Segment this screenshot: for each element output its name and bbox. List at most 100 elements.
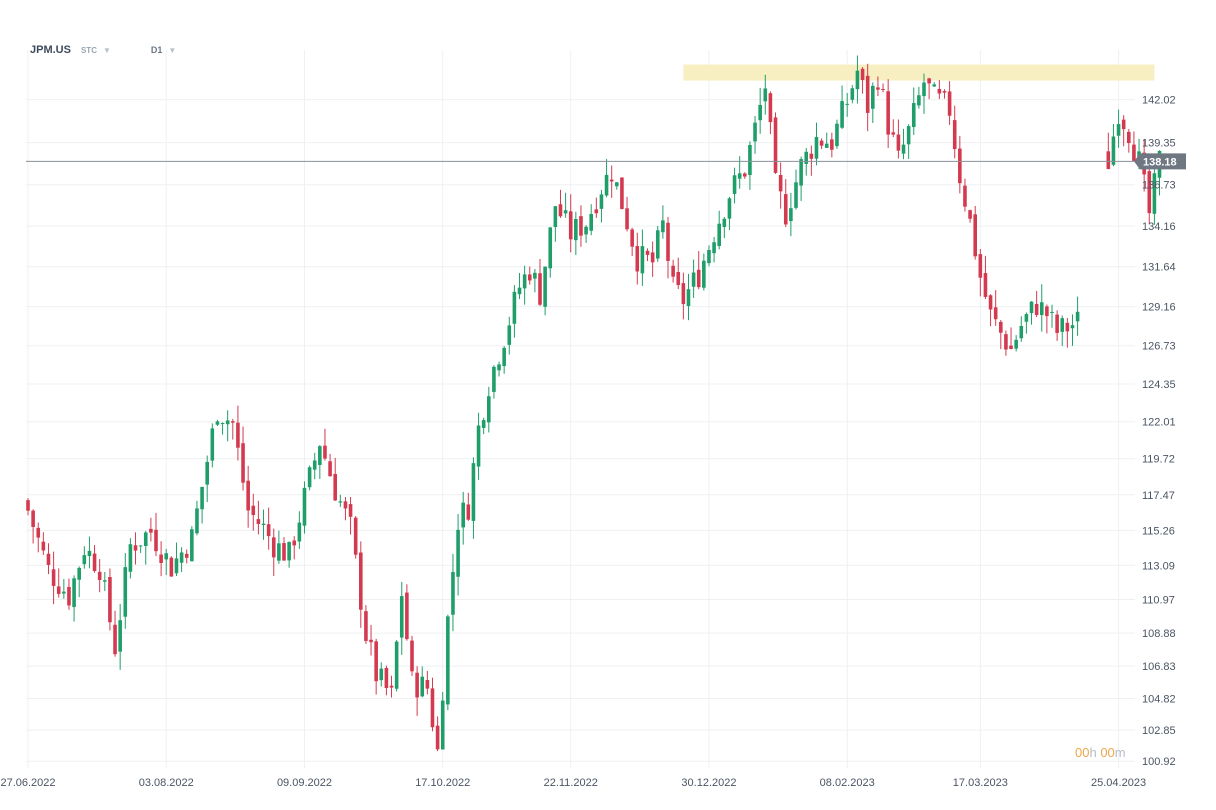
candle — [205, 455, 209, 503]
candle — [184, 549, 189, 564]
candle — [543, 266, 547, 316]
candle — [246, 465, 250, 528]
y-tick-label: 100.92 — [1142, 756, 1176, 768]
candle — [865, 63, 870, 132]
candle — [46, 543, 51, 575]
candle — [67, 578, 71, 610]
candle — [881, 83, 885, 93]
x-tick-label: 08.02.2023 — [820, 777, 875, 789]
candle — [159, 541, 163, 577]
candle — [1029, 301, 1034, 325]
candle — [251, 493, 256, 531]
candle — [123, 553, 128, 629]
candle — [548, 226, 553, 278]
candle — [179, 547, 184, 572]
candle — [645, 248, 650, 262]
candle — [855, 55, 860, 104]
candle — [379, 662, 384, 687]
candle — [650, 241, 655, 277]
candle — [830, 132, 834, 158]
candle — [850, 85, 855, 104]
candle — [584, 225, 588, 243]
candle — [824, 132, 829, 148]
candle — [835, 119, 839, 149]
candle — [507, 316, 512, 355]
candle — [36, 522, 41, 553]
candle — [1075, 296, 1080, 336]
candle — [522, 265, 527, 305]
candle — [968, 209, 972, 223]
candle — [410, 635, 414, 676]
candle — [261, 509, 266, 540]
candle — [809, 145, 814, 176]
candle — [799, 156, 803, 201]
x-tick-label: 25.04.2023 — [1091, 777, 1146, 789]
candle — [1111, 124, 1116, 167]
candle — [297, 511, 302, 549]
candle — [748, 141, 752, 190]
candle — [92, 545, 97, 573]
y-tick-label: 122.01 — [1142, 417, 1176, 429]
candle — [512, 285, 517, 338]
candle — [1050, 304, 1054, 328]
y-tick-label: 106.83 — [1142, 661, 1176, 673]
candle — [958, 135, 962, 194]
candle — [108, 568, 112, 631]
timeframe-dropdown-icon[interactable]: ▼ — [168, 45, 177, 55]
symbol-label[interactable]: JPM.US — [30, 44, 71, 56]
candle — [635, 232, 640, 285]
candle — [773, 112, 778, 174]
candle — [942, 89, 947, 99]
candle — [497, 361, 501, 377]
candle — [430, 677, 435, 732]
candle — [292, 536, 297, 560]
y-tick-label: 110.97 — [1142, 594, 1175, 606]
candle — [1045, 304, 1049, 334]
candle — [128, 538, 133, 579]
symbol-type-label[interactable]: STC — [80, 45, 97, 55]
candle — [277, 530, 281, 564]
timeframe-label[interactable]: D1 — [150, 45, 163, 55]
candle — [369, 624, 373, 656]
candle — [307, 465, 312, 491]
y-tick-label: 108.88 — [1142, 628, 1176, 640]
candle — [425, 670, 430, 695]
candle — [666, 216, 670, 279]
candle — [389, 675, 394, 698]
candle — [51, 551, 56, 605]
candle — [691, 259, 696, 298]
candle — [318, 445, 322, 479]
candle — [794, 169, 798, 210]
candle — [917, 86, 921, 109]
candle — [169, 556, 174, 577]
candle — [615, 181, 619, 190]
chart-header: JPM.US STC ▼ D1 ▼ — [30, 40, 176, 60]
candle — [353, 516, 358, 559]
candle — [133, 532, 138, 565]
candle — [466, 492, 471, 521]
candle — [538, 258, 542, 306]
candle — [215, 419, 220, 427]
candle — [435, 716, 440, 752]
candle — [712, 237, 716, 263]
y-tick-label: 124.35 — [1142, 379, 1176, 391]
candle — [993, 290, 998, 326]
candle — [563, 192, 568, 218]
candle — [302, 481, 307, 534]
candle — [415, 666, 419, 716]
candle — [620, 177, 624, 210]
candle — [1121, 115, 1126, 147]
candle — [932, 82, 937, 87]
symbol-dropdown-icon[interactable]: ▼ — [102, 45, 111, 55]
candle — [640, 229, 645, 286]
candle — [568, 194, 573, 253]
candle — [113, 610, 117, 657]
y-tick-label: 129.16 — [1142, 302, 1176, 314]
y-tick-label: 119.72 — [1142, 454, 1175, 466]
candle — [476, 412, 481, 480]
candle — [702, 253, 706, 291]
bar-countdown: 00h 00m — [1075, 745, 1126, 760]
candle — [558, 189, 563, 218]
candle — [625, 196, 629, 232]
